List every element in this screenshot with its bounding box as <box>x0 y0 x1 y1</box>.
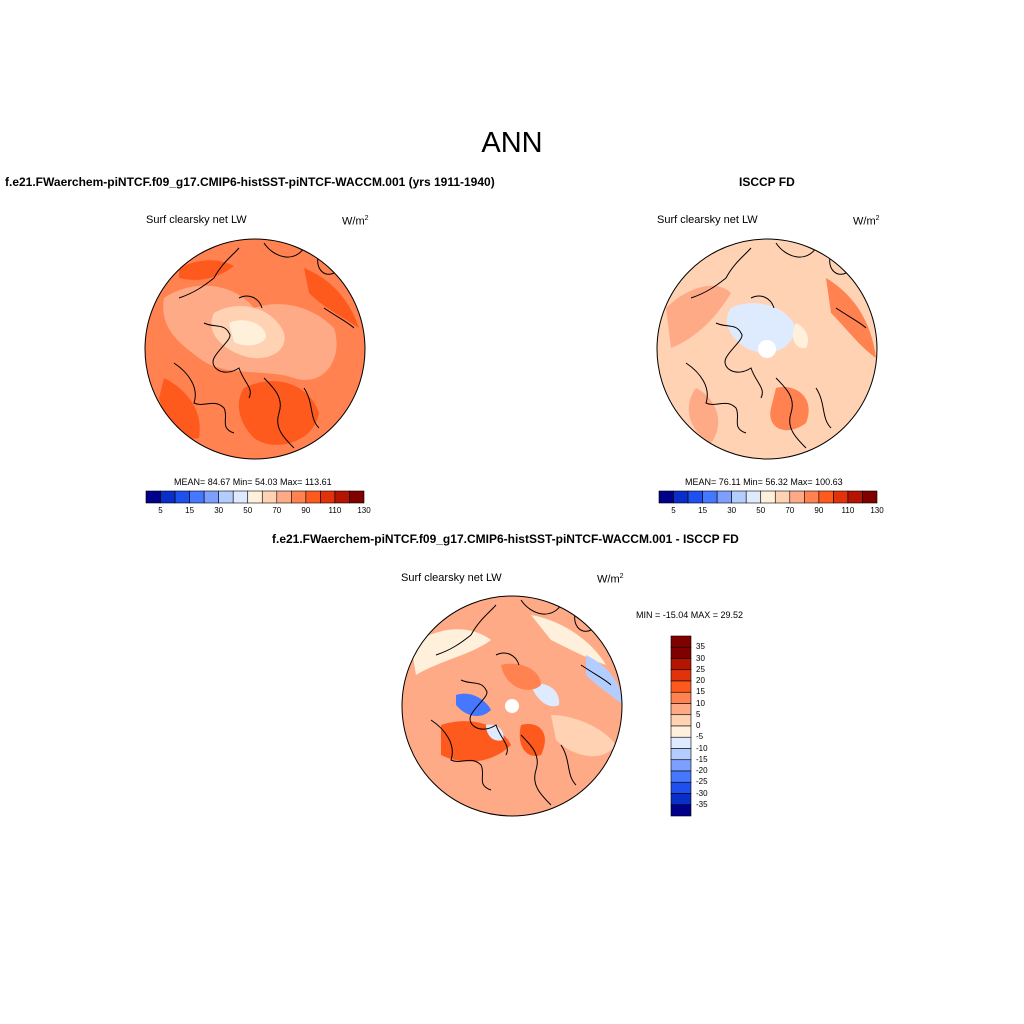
panel1-stats: MEAN= 84.67 Min= 54.03 Max= 113.61 <box>174 477 332 487</box>
colorbar-tick-label: 15 <box>696 687 705 697</box>
colorbar-tick-label: 5 <box>158 506 163 515</box>
colorbar-swatch <box>760 490 776 504</box>
panel1-variable: Surf clearsky net LW <box>146 214 247 226</box>
colorbar-tick-label: -35 <box>696 799 708 809</box>
panel3-units: W/m2 <box>597 573 624 586</box>
colorbar-swatch <box>320 490 336 504</box>
colorbar-swatch <box>670 804 692 817</box>
colorbar-swatch <box>670 770 692 783</box>
colorbar-swatch <box>247 490 263 504</box>
colorbar-swatch <box>833 490 849 504</box>
colorbar-tick-label: -30 <box>696 788 708 798</box>
colorbar-swatch <box>189 490 205 504</box>
colorbar-swatch <box>291 490 307 504</box>
colorbar-swatch <box>670 658 692 671</box>
colorbar-swatch <box>745 490 762 504</box>
colorbar-swatch <box>670 669 692 682</box>
colorbar-swatch <box>670 725 692 738</box>
colorbar-swatch <box>658 490 674 504</box>
colorbar-tick-label: 50 <box>243 506 253 515</box>
colorbar-swatch <box>276 490 292 504</box>
panel2-colorbar <box>658 490 878 504</box>
panel2-units: W/m2 <box>853 215 880 228</box>
colorbar-tick-label: -15 <box>696 754 708 764</box>
colorbar-tick-label: -10 <box>696 743 708 753</box>
panel3-polar-map <box>401 595 623 817</box>
colorbar-tick-label: 30 <box>727 506 737 515</box>
colorbar-swatch <box>804 490 820 504</box>
colorbar-tick-label: -25 <box>696 777 708 787</box>
colorbar-swatch <box>203 490 219 504</box>
colorbar-tick-label: -20 <box>696 766 708 775</box>
colorbar-tick-label: 10 <box>696 698 705 708</box>
panel1-units: W/m2 <box>342 215 369 228</box>
colorbar-swatch <box>261 490 278 504</box>
colorbar-swatch <box>670 691 692 704</box>
colorbar-tick-label: -5 <box>696 732 704 742</box>
panel2-polar-map <box>656 238 878 460</box>
colorbar-swatch <box>774 490 791 504</box>
colorbar-tick-label: 5 <box>671 506 676 515</box>
colorbar-tick-label: 70 <box>785 506 795 515</box>
colorbar-tick-label: 25 <box>696 664 705 674</box>
colorbar-swatch <box>670 703 692 716</box>
colorbar-swatch <box>670 748 692 761</box>
panel1-colorbar <box>145 490 365 504</box>
colorbar-swatch <box>670 759 692 772</box>
panel2-title: ISCCP FD <box>739 175 795 189</box>
page-title: ANN <box>481 127 543 159</box>
colorbar-swatch <box>232 490 249 504</box>
panel3-colorbar <box>670 635 692 817</box>
colorbar-swatch <box>670 635 692 648</box>
panel2-stats: MEAN= 76.11 Min= 56.32 Max= 100.63 <box>685 477 843 487</box>
colorbar-tick-label: 30 <box>696 653 705 663</box>
colorbar-tick-label: 110 <box>841 506 855 515</box>
colorbar-swatch <box>670 793 692 806</box>
panel3-stats: MIN = -15.04 MAX = 29.52 <box>636 610 744 620</box>
colorbar-tick-label: 35 <box>696 642 705 652</box>
colorbar-swatch <box>670 714 692 727</box>
colorbar-swatch <box>218 490 234 504</box>
colorbar-tick-label: 130 <box>870 506 884 515</box>
panel1-title: f.e21.FWaerchem-piNTCF.f09_g17.CMIP6-his… <box>5 175 495 189</box>
colorbar-tick-label: 30 <box>214 506 224 515</box>
colorbar-swatch <box>702 490 718 504</box>
colorbar-swatch <box>305 490 321 504</box>
colorbar-swatch <box>818 490 834 504</box>
colorbar-tick-label: 5 <box>696 709 701 719</box>
panel3-variable: Surf clearsky net LW <box>401 572 502 584</box>
colorbar-swatch <box>349 490 365 504</box>
colorbar-tick-label: 90 <box>814 506 824 515</box>
colorbar-swatch <box>789 490 805 504</box>
colorbar-swatch <box>670 781 692 794</box>
panel1-polar-map <box>144 238 366 460</box>
colorbar-swatch <box>145 490 161 504</box>
colorbar-swatch <box>160 490 176 504</box>
colorbar-swatch <box>174 490 190 504</box>
colorbar-swatch <box>862 490 878 504</box>
colorbar-tick-label: 0 <box>696 721 701 730</box>
colorbar-tick-label: 130 <box>357 506 371 515</box>
colorbar-swatch <box>847 490 863 504</box>
colorbar-swatch <box>670 646 692 659</box>
colorbar-tick-label: 15 <box>185 506 195 515</box>
colorbar-swatch <box>716 490 732 504</box>
colorbar-swatch <box>687 490 703 504</box>
colorbar-tick-label: 90 <box>301 506 311 515</box>
colorbar-tick-label: 70 <box>272 506 282 515</box>
colorbar-tick-label: 110 <box>328 506 342 515</box>
colorbar-swatch <box>673 490 689 504</box>
colorbar-swatch <box>731 490 747 504</box>
colorbar-tick-label: 15 <box>698 506 708 515</box>
colorbar-swatch <box>670 736 692 749</box>
panel3-title: f.e21.FWaerchem-piNTCF.f09_g17.CMIP6-his… <box>272 532 739 546</box>
colorbar-swatch <box>670 680 692 693</box>
colorbar-swatch <box>334 490 350 504</box>
colorbar-tick-label: 20 <box>696 676 705 685</box>
panel2-variable: Surf clearsky net LW <box>657 214 758 226</box>
colorbar-tick-label: 50 <box>756 506 766 515</box>
